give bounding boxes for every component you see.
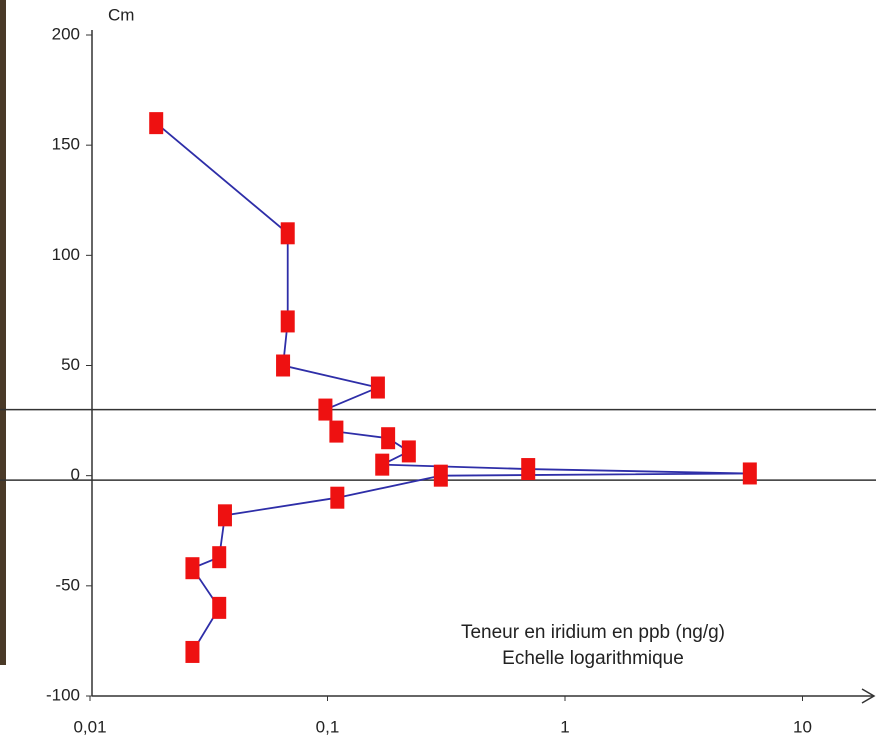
data-marker [330,486,345,509]
x-axis-arrow [861,688,876,704]
y-tick-label: 200 [52,24,80,43]
y-tick-label: 150 [52,135,80,154]
annotation: Teneur en iridium en ppb (ng/g) [461,622,725,643]
x-tick-label: 1 [560,717,569,736]
data-marker [276,354,291,377]
data-marker [149,112,164,135]
data-marker [185,557,200,580]
annotation: Echelle logarithmique [502,648,684,669]
y-tick-label: -50 [55,575,80,594]
x-tick-label: 10 [793,717,812,736]
data-marker [329,420,344,443]
data-marker [742,462,757,485]
data-marker [401,440,416,463]
data-marker [212,596,227,619]
y-tick-label: 100 [52,245,80,264]
y-axis-label: Cm [108,5,134,24]
y-tick-label: 0 [71,465,80,484]
data-marker [318,398,333,421]
data-marker [212,546,227,569]
data-marker [375,453,390,476]
data-marker [381,427,396,450]
data-marker [185,640,200,663]
data-marker [370,376,385,399]
y-tick-label: -100 [46,685,80,704]
data-marker [521,458,536,481]
data-marker [217,504,232,527]
x-tick-label: 0,1 [316,717,340,736]
data-marker [433,464,448,487]
y-tick-label: 50 [61,355,80,374]
data-line [155,122,750,653]
photo-edge [0,0,6,665]
x-tick-label: 0,01 [73,717,106,736]
data-marker [280,310,295,333]
data-marker [280,222,295,245]
